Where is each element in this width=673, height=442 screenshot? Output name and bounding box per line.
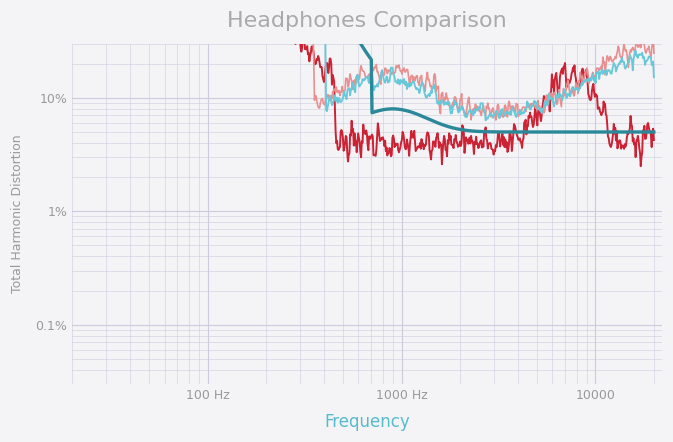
X-axis label: Frequency: Frequency <box>324 413 410 431</box>
Title: Headphones Comparison: Headphones Comparison <box>227 11 507 31</box>
Y-axis label: Total Harmonic Distortion: Total Harmonic Distortion <box>11 134 24 293</box>
